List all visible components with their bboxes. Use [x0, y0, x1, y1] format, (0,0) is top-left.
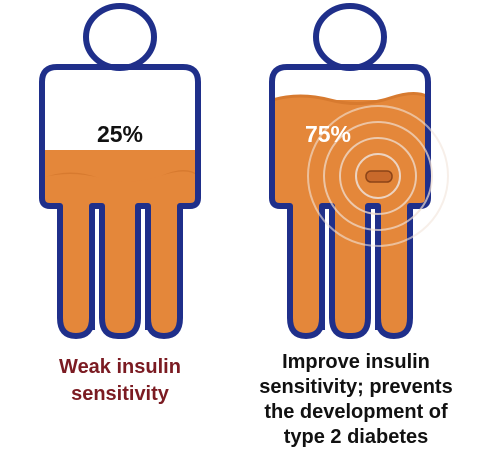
wrist-device: [307, 105, 449, 247]
wrist-band-icon: [365, 170, 393, 183]
caption-left-line-2: sensitivity: [71, 383, 169, 405]
head-left: [83, 3, 157, 71]
caption-right: Improve insulin sensitivity; prevents th…: [238, 350, 474, 450]
caption-right-line-2: sensitivity; prevents: [259, 376, 453, 398]
percent-left: 25%: [97, 121, 143, 147]
caption-right-line-1: Improve insulin: [282, 351, 430, 373]
caption-left-line-1: Weak insulin: [59, 356, 181, 378]
head-right: [313, 3, 387, 71]
percent-right: 75%: [305, 121, 351, 147]
fill-right: [272, 100, 428, 336]
figure-right: 75%: [260, 3, 449, 350]
wave-left: [42, 171, 198, 190]
fill-surface-right: [272, 92, 428, 105]
caption-right-line-4: type 2 diabetes: [283, 426, 429, 448]
figure-left: 25%: [30, 3, 210, 350]
caption-right-line-3: the development of: [264, 401, 448, 423]
caption-left: Weak insulin sensitivity: [20, 354, 220, 408]
